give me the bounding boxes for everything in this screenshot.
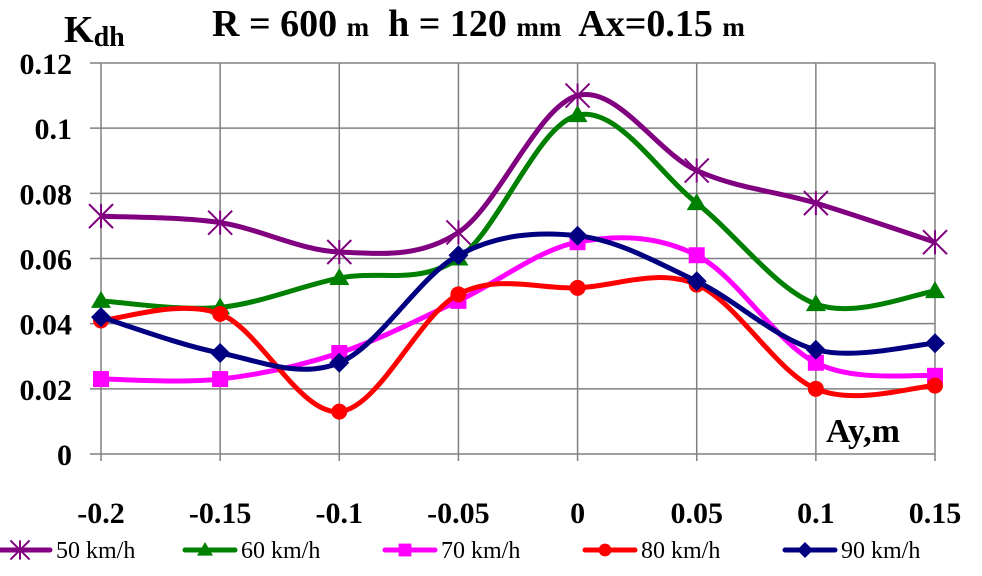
- x-tick-label: 0.15: [909, 497, 962, 530]
- legend-label: 90 km/h: [841, 538, 920, 564]
- marker-asterisk: [922, 229, 948, 255]
- y-tick-label: 0.06: [20, 244, 73, 277]
- series-group: [88, 82, 948, 420]
- x-tick-label: 0.05: [670, 497, 723, 530]
- legend-item: 70 km/h: [382, 538, 520, 564]
- title-part: mm: [516, 12, 561, 42]
- marker-asterisk: [803, 190, 829, 216]
- x-axis-label-bg: [824, 410, 934, 452]
- y-axis-label-sub: dh: [94, 22, 126, 53]
- series-line: [100, 231, 936, 372]
- legend-item: 60 km/h: [182, 538, 320, 564]
- marker-square: [688, 247, 705, 264]
- x-tick-labels: -0.2 -0.15 -0.1 -0.05 0 0.05 0.1 0.15: [77, 497, 961, 530]
- marker-square: [807, 354, 824, 371]
- series-90-km-h: [91, 225, 945, 373]
- marker-square: [398, 543, 412, 557]
- title-part: Ax=0.15: [561, 3, 722, 45]
- marker-square: [212, 371, 229, 388]
- x-tick-label: -0.15: [189, 497, 252, 530]
- marker-circle: [598, 543, 612, 557]
- legend: 50 km/h 60 km/h 70 km/h 80 km/h 90 km/h: [0, 538, 920, 564]
- marker-triangle: [686, 193, 707, 211]
- marker-triangle: [805, 294, 826, 312]
- title-part: m: [347, 12, 370, 42]
- y-tick-labels: 0 0.02 0.04 0.06 0.08 0.1 0.12: [20, 48, 73, 472]
- legend-label: 80 km/h: [641, 538, 720, 564]
- marker-triangle: [567, 105, 588, 123]
- y-tick-label: 0.02: [20, 374, 73, 407]
- series-60-km-h: [91, 105, 945, 315]
- marker-triangle: [925, 281, 945, 299]
- marker-circle: [450, 286, 467, 303]
- x-tick-label: 0: [570, 497, 585, 530]
- marker-diamond: [448, 245, 469, 266]
- marker-triangle: [329, 268, 350, 286]
- marker-circle: [569, 279, 586, 296]
- legend-label: 70 km/h: [441, 538, 520, 564]
- marker-circle: [807, 380, 824, 397]
- legend-label: 60 km/h: [241, 538, 320, 564]
- marker-asterisk: [326, 239, 352, 265]
- marker-asterisk: [88, 203, 114, 229]
- x-tick-label: -0.2: [77, 497, 125, 530]
- y-axis-label-main: K: [64, 9, 94, 51]
- marker-diamond: [210, 342, 231, 363]
- y-tick-label: 0.12: [20, 48, 73, 81]
- marker-asterisk: [207, 209, 233, 236]
- series-50-km-h: [88, 82, 948, 265]
- marker-triangle: [91, 290, 111, 308]
- marker-circle: [927, 377, 943, 394]
- series-line: [100, 235, 936, 384]
- marker-diamond: [925, 333, 945, 354]
- marker-asterisk: [9, 539, 31, 561]
- y-tick-label: 0.04: [20, 309, 73, 342]
- marker-diamond: [686, 271, 707, 292]
- marker-asterisk: [445, 219, 472, 246]
- x-tick-label: 0.1: [797, 497, 835, 530]
- y-tick-label: 0.1: [35, 113, 73, 146]
- marker-diamond: [805, 339, 826, 360]
- marker-asterisk: [684, 157, 710, 184]
- marker-diamond: [329, 352, 350, 373]
- series-line: [100, 92, 936, 256]
- grid: [90, 62, 936, 461]
- y-axis-label: Kdh: [64, 9, 125, 53]
- marker-circle: [212, 305, 229, 322]
- y-tick-label: 0: [57, 439, 72, 472]
- title-part: R = 600: [212, 3, 347, 45]
- marker-square: [93, 371, 109, 388]
- title-part: h = 120: [369, 3, 516, 45]
- series-line: [100, 275, 936, 415]
- series-line: [100, 111, 936, 312]
- marker-diamond: [797, 542, 813, 558]
- marker-asterisk: [564, 82, 591, 109]
- chart-title: R = 600 m h = 120 mm Ax=0.15 m: [212, 3, 745, 45]
- legend-item: 80 km/h: [582, 538, 720, 564]
- y-tick-label: 0.08: [20, 178, 73, 211]
- legend-item: 90 km/h: [782, 538, 920, 564]
- legend-item: 50 km/h: [0, 538, 135, 564]
- marker-circle: [331, 403, 348, 420]
- marker-diamond: [91, 307, 111, 328]
- x-tick-label: -0.05: [427, 497, 490, 530]
- legend-label: 50 km/h: [56, 538, 135, 564]
- marker-triangle: [197, 542, 213, 556]
- x-axis-label: Ay,m: [826, 413, 900, 450]
- title-part: m: [722, 12, 745, 42]
- x-tick-label: -0.1: [316, 497, 364, 530]
- marker-diamond: [567, 225, 588, 246]
- series-70-km-h: [93, 234, 943, 388]
